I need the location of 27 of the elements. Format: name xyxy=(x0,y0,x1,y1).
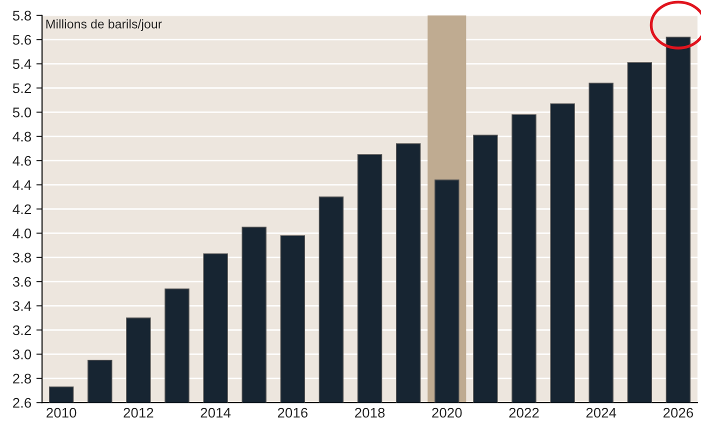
y-tick-label: 4.8 xyxy=(12,132,32,142)
x-tick-label: 2018 xyxy=(355,408,385,418)
y-tick-label: 3.4 xyxy=(12,301,32,311)
y-tick-label: 4.0 xyxy=(12,228,32,238)
y-tick-label: 3.2 xyxy=(12,325,31,336)
y-tick-label: 5.4 xyxy=(12,59,32,69)
x-tick-label: 2010 xyxy=(46,408,76,418)
y-axis-title: Millions de barils/jour xyxy=(46,19,162,31)
x-tick-label: 2016 xyxy=(278,408,308,418)
x-tick-label: 2020 xyxy=(432,408,462,418)
x-tick-label: 2014 xyxy=(200,408,231,418)
y-tick-label: 4.4 xyxy=(12,180,32,190)
x-tick-label: 2012 xyxy=(124,408,154,418)
x-tick-label: 2022 xyxy=(509,408,539,418)
x-tick-label: 2026 xyxy=(663,408,694,418)
y-tick-label: 4.2 xyxy=(12,204,31,214)
x-tick-label: 2024 xyxy=(586,408,616,418)
y-tick-label: 3.0 xyxy=(12,350,32,360)
y-tick-label: 5.6 xyxy=(12,34,32,45)
y-tick-label: 5.8 xyxy=(12,10,32,21)
y-tick-label: 4.6 xyxy=(12,156,32,166)
y-tick-label: 5.2 xyxy=(12,83,31,94)
y-tick-label: 3.6 xyxy=(12,276,32,287)
y-tick-label: 2.6 xyxy=(13,398,32,408)
y-tick-label: 2.8 xyxy=(13,374,32,384)
y-tick-label: 5.0 xyxy=(12,108,32,118)
y-tick-label: 3.8 xyxy=(12,252,32,263)
